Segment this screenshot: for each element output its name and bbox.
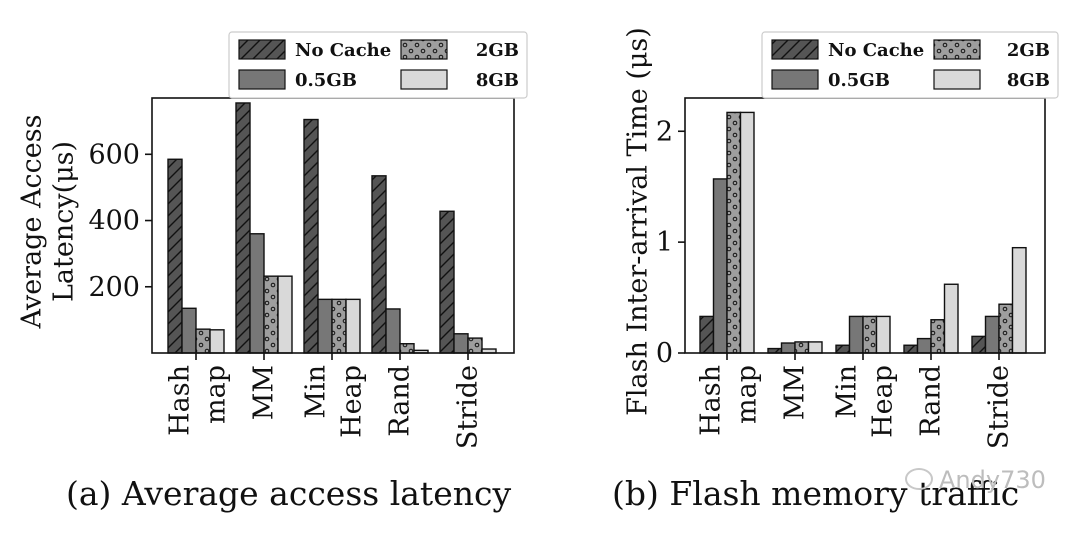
bar-b-min-heap-2gb — [862, 315, 878, 354]
x-tick-label-b-stride: Stride — [984, 365, 1015, 449]
x-tick-label-a-heap: Heap — [337, 365, 368, 438]
bar-a-hash-map-8gb — [209, 329, 225, 354]
y-axis-label-b-0: Flash Inter-arrival Time (μs) — [623, 27, 654, 416]
x-tick-label-b-min: Min — [832, 365, 863, 419]
bar-a-rand-0-5gb — [385, 308, 401, 354]
bar-b-stride-no-cache — [971, 335, 987, 354]
legend-label-b-no-cache: No Cache — [828, 40, 924, 61]
y-tick-label-b-2: 2 — [656, 116, 673, 147]
wechat-icon — [905, 468, 933, 490]
y-axis-label-a-0: Average Access — [17, 115, 48, 330]
bar-a-min-heap-8gb — [345, 298, 361, 354]
bar-b-rand-8gb — [943, 283, 959, 354]
x-tick-label-b-rand: Rand — [916, 365, 947, 437]
bar-b-hash-map-2gb — [726, 111, 742, 354]
legend-box-a — [228, 31, 528, 99]
legend-swatch-a-no-cache — [238, 39, 286, 60]
bar-b-hash-map-no-cache — [699, 315, 715, 354]
bar-a-mm-no-cache — [235, 102, 251, 354]
y-tick-label-b-1: 1 — [656, 227, 673, 258]
legend-swatch-b-8gb — [933, 69, 981, 90]
bar-b-hash-map-0-5gb — [712, 178, 728, 354]
legend-label-b-8gb: 8GB — [1007, 70, 1050, 91]
bar-a-mm-8gb — [277, 275, 293, 354]
legend-swatch-b-no-cache — [771, 39, 819, 60]
bar-b-mm-0-5gb — [780, 342, 796, 354]
legend-label-a-no-cache: No Cache — [295, 40, 391, 61]
bar-b-min-heap-no-cache — [835, 344, 851, 354]
watermark-text: Andy730 — [939, 466, 1046, 494]
caption-a: (a) Average access latency — [66, 474, 512, 513]
x-tick-label-b-map: map — [732, 365, 763, 424]
legend-swatch-a-2gb — [400, 39, 448, 60]
bar-b-rand-0-5gb — [916, 337, 932, 354]
legend-swatch-b-2gb — [933, 39, 981, 60]
bar-a-mm-2gb — [263, 275, 279, 354]
legend-label-b-0-5gb: 0.5GB — [828, 70, 890, 91]
bar-b-min-heap-0-5gb — [848, 315, 864, 354]
bar-a-mm-0-5gb — [249, 233, 265, 354]
x-tick-label-b-heap: Heap — [868, 365, 899, 438]
legend-box-b — [761, 31, 1059, 99]
legend-label-a-8gb: 8GB — [476, 70, 519, 91]
y-tick-label-a-200: 200 — [88, 272, 140, 303]
legend-swatch-a-0-5gb — [238, 69, 286, 90]
bar-b-stride-8gb — [1011, 246, 1027, 354]
x-tick-label-a-hash: Hash — [165, 365, 196, 436]
bar-a-rand-no-cache — [371, 175, 387, 354]
x-tick-label-a-min: Min — [301, 365, 332, 419]
legend-label-a-0-5gb: 0.5GB — [295, 70, 357, 91]
bar-b-stride-2gb — [998, 303, 1014, 354]
bar-a-min-heap-0-5gb — [317, 298, 333, 354]
bar-a-stride-no-cache — [439, 210, 455, 354]
x-tick-label-a-mm: MM — [249, 365, 280, 420]
bar-a-min-heap-no-cache — [303, 118, 319, 354]
legend-swatch-b-0-5gb — [771, 69, 819, 90]
legend-swatch-a-8gb — [400, 69, 448, 90]
x-tick-label-b-hash: Hash — [696, 365, 727, 436]
bar-b-mm-8gb — [807, 341, 823, 354]
bar-b-stride-0-5gb — [984, 315, 1000, 354]
bar-a-hash-map-no-cache — [167, 158, 183, 354]
x-tick-label-b-mm: MM — [780, 365, 811, 420]
bar-a-stride-0-5gb — [453, 333, 469, 354]
legend-label-b-2gb: 2GB — [1007, 40, 1050, 61]
y-tick-label-b-0: 0 — [656, 338, 673, 369]
bar-b-rand-no-cache — [903, 344, 919, 354]
bar-a-rand-2gb — [399, 343, 415, 354]
y-tick-label-a-600: 600 — [88, 139, 140, 170]
bar-b-mm-2gb — [794, 341, 810, 354]
x-tick-label-a-rand: Rand — [385, 365, 416, 437]
x-tick-label-a-stride: Stride — [453, 365, 484, 449]
caption-b: (b) Flash memory traffic — [612, 474, 1020, 513]
y-tick-label-a-400: 400 — [88, 206, 140, 237]
watermark: Andy730 — [905, 466, 1046, 494]
legend-label-a-2gb: 2GB — [476, 40, 519, 61]
bar-a-hash-map-0-5gb — [181, 307, 197, 354]
y-axis-label-a-1: Latency(μs) — [49, 141, 80, 302]
bar-a-min-heap-2gb — [331, 298, 347, 354]
bar-b-rand-2gb — [930, 319, 946, 354]
bar-b-hash-map-8gb — [739, 111, 755, 354]
chart-average-access-latency: 200 400 600 Average Access Latency(μs) Hash ma… — [17, 31, 528, 449]
bar-a-hash-map-2gb — [195, 328, 211, 354]
bar-a-stride-2gb — [467, 337, 483, 354]
bar-b-min-heap-8gb — [875, 315, 891, 354]
x-tick-label-a-map: map — [201, 365, 232, 424]
